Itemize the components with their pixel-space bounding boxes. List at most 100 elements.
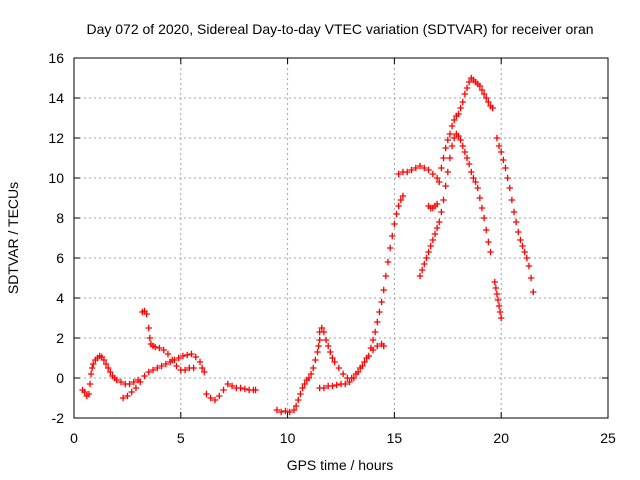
data-point (201, 368, 208, 376)
data-point (342, 380, 349, 388)
data-point (88, 364, 96, 372)
data-point (192, 353, 199, 361)
data-point (506, 184, 513, 192)
data-point (512, 218, 520, 226)
data-point (305, 374, 313, 382)
data-point (175, 354, 182, 362)
data-point (307, 370, 315, 378)
data-point (164, 350, 172, 358)
data-point (290, 406, 298, 414)
data-point (457, 136, 464, 144)
x-tick-label: 5 (177, 430, 185, 446)
data-point (314, 348, 321, 356)
data-point (301, 380, 308, 388)
y-tick-label: 12 (48, 130, 64, 146)
data-point (90, 360, 97, 368)
data-point (478, 86, 486, 94)
plot-frame (73, 57, 609, 419)
data-point (216, 392, 223, 400)
data-point (315, 342, 322, 350)
data-point (386, 244, 394, 252)
data-point (440, 154, 447, 162)
data-point (329, 382, 336, 390)
data-point (310, 364, 317, 372)
data-point (322, 336, 330, 344)
x-tick-label: 20 (493, 430, 509, 446)
data-point (508, 196, 516, 204)
data-point (429, 236, 437, 244)
data-point (478, 204, 486, 212)
y-tick-label: 14 (48, 90, 64, 106)
data-point (143, 310, 150, 318)
data-point (448, 122, 456, 130)
data-point (224, 380, 231, 388)
data-point (331, 358, 338, 366)
data-point (367, 344, 375, 352)
data-point (480, 214, 488, 222)
data-point (465, 160, 473, 168)
data-point (525, 262, 533, 270)
data-point (339, 370, 347, 378)
data-point (292, 402, 300, 410)
data-point (416, 272, 424, 280)
data-point (312, 356, 319, 364)
data-point (87, 370, 95, 378)
x-tick-label: 15 (387, 430, 403, 446)
data-point (160, 346, 167, 354)
data-points (79, 74, 537, 416)
data-point (416, 162, 424, 170)
data-point (491, 278, 498, 286)
data-point (463, 84, 471, 92)
data-point (492, 284, 500, 292)
data-point (421, 164, 428, 172)
data-point (86, 380, 94, 388)
data-point (451, 116, 458, 124)
data-point (519, 242, 526, 250)
data-point (359, 362, 366, 370)
data-point (515, 228, 522, 236)
data-point (446, 130, 454, 138)
data-point (504, 174, 511, 182)
data-point (156, 344, 163, 352)
data-point (324, 342, 332, 350)
data-point (521, 248, 528, 256)
data-point (371, 328, 379, 336)
data-point (329, 354, 336, 362)
data-point (395, 202, 402, 210)
data-point (530, 288, 537, 296)
data-point (494, 296, 502, 304)
data-point (404, 168, 411, 176)
data-point (333, 381, 340, 389)
data-point (179, 352, 187, 360)
data-point (184, 351, 191, 359)
data-point (162, 360, 170, 368)
data-point (425, 248, 432, 256)
data-point (423, 254, 430, 262)
data-point (393, 210, 400, 218)
data-point (137, 378, 144, 386)
y-tick-label: -2 (52, 410, 65, 426)
data-point (173, 362, 180, 370)
data-point (277, 408, 285, 416)
data-point (438, 208, 445, 216)
data-point (496, 308, 504, 316)
data-point (128, 388, 135, 396)
data-point (354, 368, 362, 376)
data-point (380, 286, 387, 294)
data-point (374, 318, 381, 326)
data-point (104, 364, 112, 372)
data-point (485, 238, 492, 246)
data-point (493, 134, 501, 142)
axis-ticks: 0 5 10 15 20 25 -2 0 2 4 6 8 10 12 14 16 (48, 50, 616, 446)
data-point (468, 168, 475, 176)
data-point (427, 242, 434, 250)
data-point (124, 392, 131, 400)
data-point (389, 232, 396, 240)
data-point (382, 272, 390, 280)
y-tick-label: 0 (56, 370, 64, 386)
data-point (527, 274, 535, 282)
data-point (320, 328, 328, 336)
data-point (374, 342, 381, 350)
data-point (145, 324, 152, 332)
